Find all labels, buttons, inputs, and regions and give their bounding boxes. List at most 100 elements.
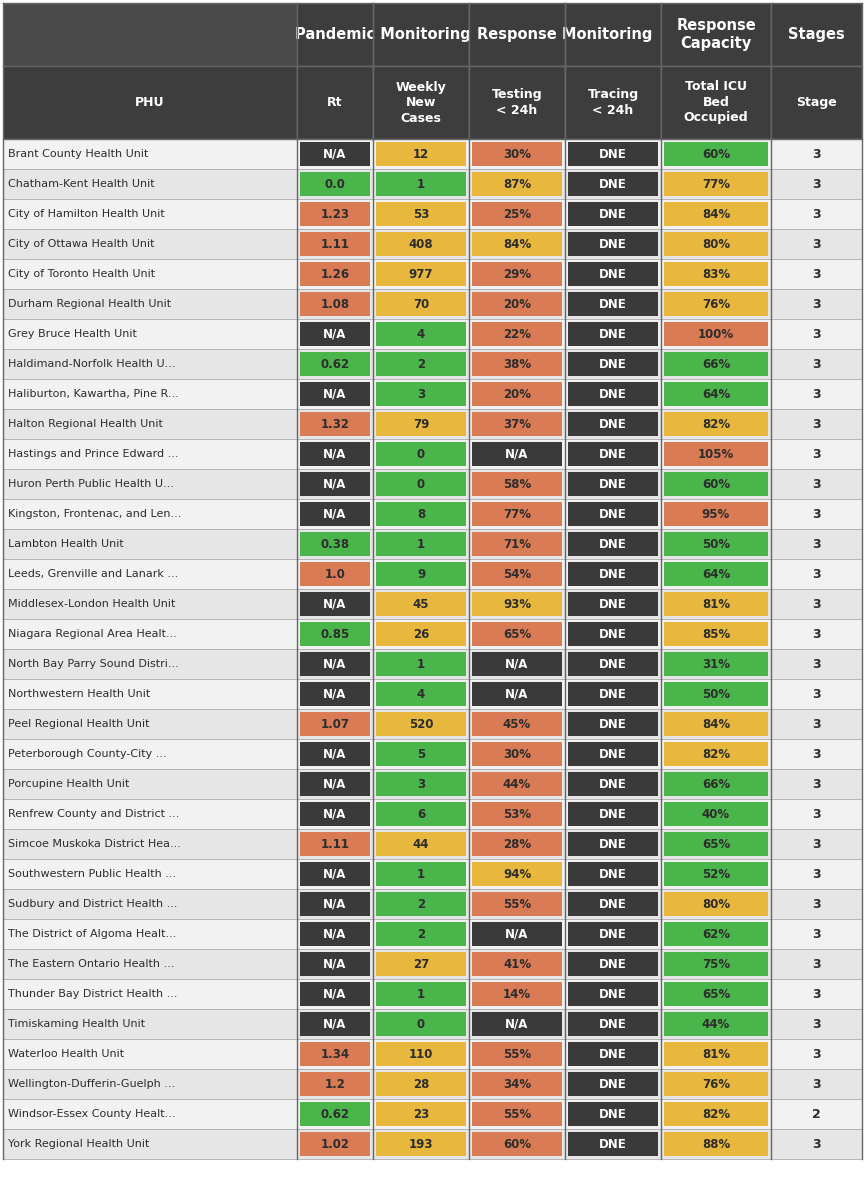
Bar: [300, 472, 370, 496]
Text: 0: 0: [417, 1018, 425, 1031]
Text: 5: 5: [417, 748, 425, 761]
Text: 71%: 71%: [503, 538, 531, 551]
Text: N/A: N/A: [324, 748, 347, 761]
Text: 82%: 82%: [702, 1108, 730, 1121]
Text: 8: 8: [417, 508, 425, 521]
Bar: [568, 442, 658, 466]
Text: 3: 3: [812, 718, 821, 731]
Bar: [664, 502, 768, 526]
Bar: [3, 799, 862, 829]
Bar: [664, 1132, 768, 1156]
Text: 44%: 44%: [702, 1018, 730, 1031]
Text: 77%: 77%: [702, 178, 730, 191]
Text: Stages: Stages: [788, 26, 845, 42]
Text: N/A: N/A: [324, 688, 347, 701]
Bar: [300, 862, 370, 886]
Text: N/A: N/A: [324, 448, 347, 461]
Text: N/A: N/A: [324, 598, 347, 611]
Bar: [568, 292, 658, 316]
Bar: [376, 892, 466, 916]
Text: N/A: N/A: [324, 988, 347, 1001]
Bar: [3, 739, 862, 769]
Bar: [3, 529, 862, 559]
Text: DNE: DNE: [599, 568, 627, 581]
Text: 2: 2: [417, 928, 425, 941]
Text: 1.0: 1.0: [324, 568, 345, 581]
Bar: [300, 502, 370, 526]
Text: 55%: 55%: [503, 1048, 531, 1061]
Text: DNE: DNE: [599, 478, 627, 491]
Text: 28%: 28%: [503, 838, 531, 851]
Text: DNE: DNE: [599, 718, 627, 731]
Bar: [300, 142, 370, 166]
Text: DNE: DNE: [599, 838, 627, 851]
Text: Rt: Rt: [327, 96, 343, 109]
Text: 58%: 58%: [503, 478, 531, 491]
Text: 40%: 40%: [702, 808, 730, 821]
Text: N/A: N/A: [324, 778, 347, 791]
Text: DNE: DNE: [599, 178, 627, 191]
Text: 3: 3: [812, 568, 821, 581]
Bar: [3, 139, 862, 169]
Bar: [662, 67, 770, 138]
Text: 82%: 82%: [702, 418, 730, 431]
Bar: [568, 592, 658, 616]
Bar: [3, 919, 862, 949]
Bar: [568, 682, 658, 706]
Text: 45: 45: [413, 598, 429, 611]
Bar: [300, 772, 370, 796]
Bar: [300, 982, 370, 1006]
Text: PHU: PHU: [135, 96, 164, 109]
Text: DNE: DNE: [599, 148, 627, 161]
Text: 0.62: 0.62: [320, 1108, 349, 1121]
Bar: [664, 1012, 768, 1036]
Text: 1.26: 1.26: [320, 268, 349, 281]
Bar: [568, 712, 658, 736]
Text: 0.0: 0.0: [324, 178, 345, 191]
Text: 26: 26: [413, 628, 429, 641]
Text: Response
Capacity: Response Capacity: [676, 18, 756, 52]
Text: DNE: DNE: [599, 598, 627, 611]
Bar: [300, 622, 370, 646]
Bar: [472, 742, 562, 766]
Text: 977: 977: [409, 268, 433, 281]
Bar: [300, 1042, 370, 1066]
Text: 60%: 60%: [702, 478, 730, 491]
Bar: [376, 292, 466, 316]
Text: Pandemic Monitoring: Pandemic Monitoring: [295, 26, 471, 42]
Text: 9: 9: [417, 568, 425, 581]
Bar: [300, 262, 370, 286]
Bar: [568, 352, 658, 376]
Bar: [772, 67, 861, 138]
Bar: [3, 1099, 862, 1129]
Bar: [3, 66, 862, 139]
Text: 60%: 60%: [702, 148, 730, 161]
Bar: [376, 1042, 466, 1066]
Bar: [376, 472, 466, 496]
Text: City of Toronto Health Unit: City of Toronto Health Unit: [8, 269, 155, 278]
Bar: [472, 1132, 562, 1156]
Bar: [376, 1102, 466, 1126]
Text: Renfrew County and District ...: Renfrew County and District ...: [8, 809, 179, 818]
Text: N/A: N/A: [324, 148, 347, 161]
Bar: [472, 772, 562, 796]
Bar: [664, 532, 768, 556]
Text: 105%: 105%: [698, 448, 734, 461]
Bar: [376, 502, 466, 526]
Text: 1.23: 1.23: [321, 208, 349, 221]
Bar: [568, 832, 658, 856]
Text: N/A: N/A: [324, 898, 347, 911]
Text: 1.32: 1.32: [321, 418, 349, 431]
Bar: [568, 562, 658, 586]
Text: Huron Perth Public Health U...: Huron Perth Public Health U...: [8, 479, 174, 490]
Bar: [472, 202, 562, 226]
Bar: [472, 442, 562, 466]
Text: 80%: 80%: [702, 898, 730, 911]
Text: 3: 3: [812, 658, 821, 671]
Text: Stage: Stage: [796, 96, 836, 109]
Text: DNE: DNE: [599, 508, 627, 521]
Bar: [300, 532, 370, 556]
Text: Durham Regional Health Unit: Durham Regional Health Unit: [8, 299, 171, 308]
Bar: [3, 769, 862, 799]
Text: 6: 6: [417, 808, 425, 821]
